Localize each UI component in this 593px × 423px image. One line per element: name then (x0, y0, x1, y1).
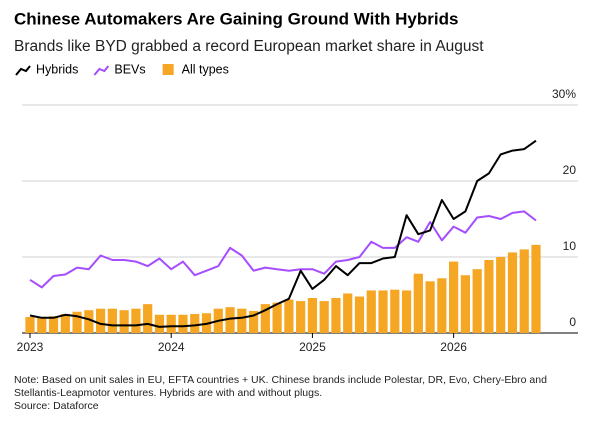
bar (143, 304, 153, 333)
bar (260, 304, 270, 333)
y-tick-label: 30% (552, 87, 576, 101)
bar (296, 301, 306, 333)
bar (401, 290, 412, 333)
bar (131, 308, 141, 333)
bar (413, 273, 423, 333)
line (29, 210, 537, 289)
line (29, 139, 537, 328)
bar (319, 301, 329, 333)
y-tick-label: 20 (563, 163, 577, 177)
bar (154, 314, 165, 333)
bar (107, 308, 117, 333)
chart-title: Chinese Automakers Are Gaining Ground Wi… (14, 9, 458, 28)
bar (225, 307, 235, 333)
bar (378, 290, 388, 333)
bar (248, 310, 259, 333)
source: Source: Dataforce (14, 400, 99, 412)
x-tick-label: 2025 (299, 340, 326, 354)
bar (272, 302, 282, 333)
bar (190, 314, 200, 333)
bar (237, 308, 247, 333)
bar (331, 298, 341, 333)
bar (437, 278, 447, 333)
bar (484, 260, 494, 333)
bar (48, 316, 59, 333)
legend-label: Hybrids (36, 62, 78, 76)
bar (60, 314, 70, 333)
legend-swatch (93, 65, 110, 76)
legend-swatch (162, 64, 174, 75)
bar (84, 310, 94, 333)
bar (472, 269, 482, 333)
legend-label: BEVs (114, 62, 145, 76)
bar (425, 281, 435, 333)
note-text: Note: Based on unit sales in EU, EFTA co… (14, 374, 547, 399)
legend-swatch (15, 65, 31, 76)
bar (519, 249, 529, 333)
note: Note: Based on unit sales in EU, EFTA co… (14, 374, 579, 413)
y-tick-label: 10 (563, 239, 577, 253)
bar (531, 244, 541, 333)
bar (343, 293, 353, 333)
bar (25, 317, 35, 333)
bar (390, 289, 400, 333)
bar (507, 252, 518, 333)
bar (166, 314, 176, 333)
bar (496, 257, 506, 333)
bar (460, 275, 470, 333)
bar (354, 296, 365, 333)
bar (284, 299, 294, 333)
x-tick-label: 2026 (440, 340, 467, 354)
bar (307, 298, 318, 333)
bar (366, 290, 376, 333)
x-tick-label: 2023 (17, 340, 44, 354)
x-tick-label: 2024 (158, 340, 185, 354)
legend-label: All types (182, 62, 229, 76)
bar (37, 317, 47, 333)
bar (449, 261, 459, 333)
bar (119, 310, 129, 333)
chart-subtitle: Brands like BYD grabbed a record Europea… (14, 38, 484, 55)
y-tick-label: 0 (569, 315, 576, 329)
bar (178, 314, 188, 333)
bar (72, 311, 82, 333)
bar (96, 308, 106, 333)
